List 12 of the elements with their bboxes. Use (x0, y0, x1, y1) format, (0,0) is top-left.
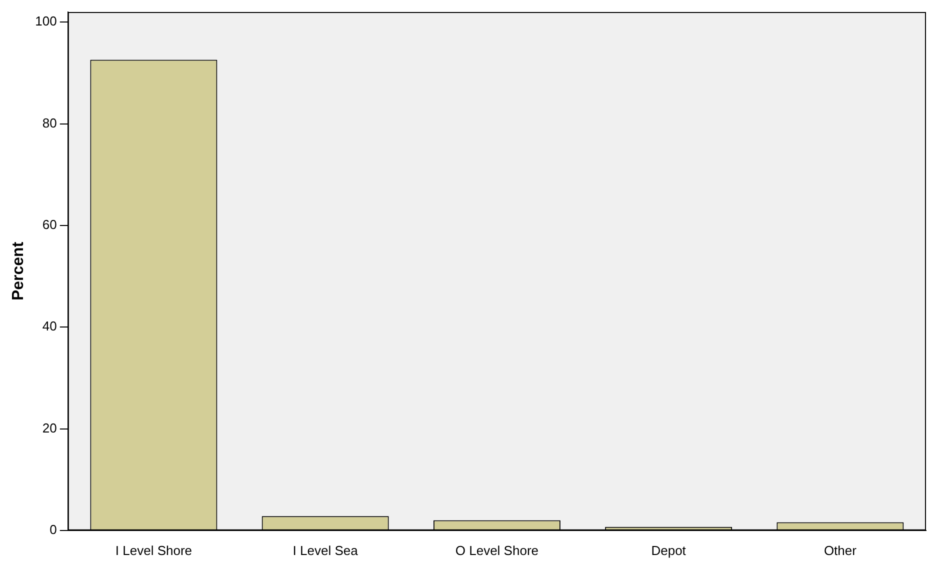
x-tick-label: Depot (651, 542, 686, 558)
x-tick-label: I Level Sea (292, 542, 359, 558)
y-axis-title: Percent (10, 241, 28, 301)
y-tick-label: 100 (35, 14, 57, 29)
y-tick-label: 20 (42, 420, 57, 436)
x-tick-label: O Level Shore (455, 542, 538, 558)
y-tick-label: 40 (42, 318, 57, 334)
y-tick-label: 0 (50, 522, 57, 537)
y-tick-label: 60 (42, 217, 57, 232)
x-tick-label: Other (824, 542, 858, 558)
y-tick-label: 80 (42, 115, 57, 130)
x-tick-label: I Level Shore (115, 542, 192, 558)
